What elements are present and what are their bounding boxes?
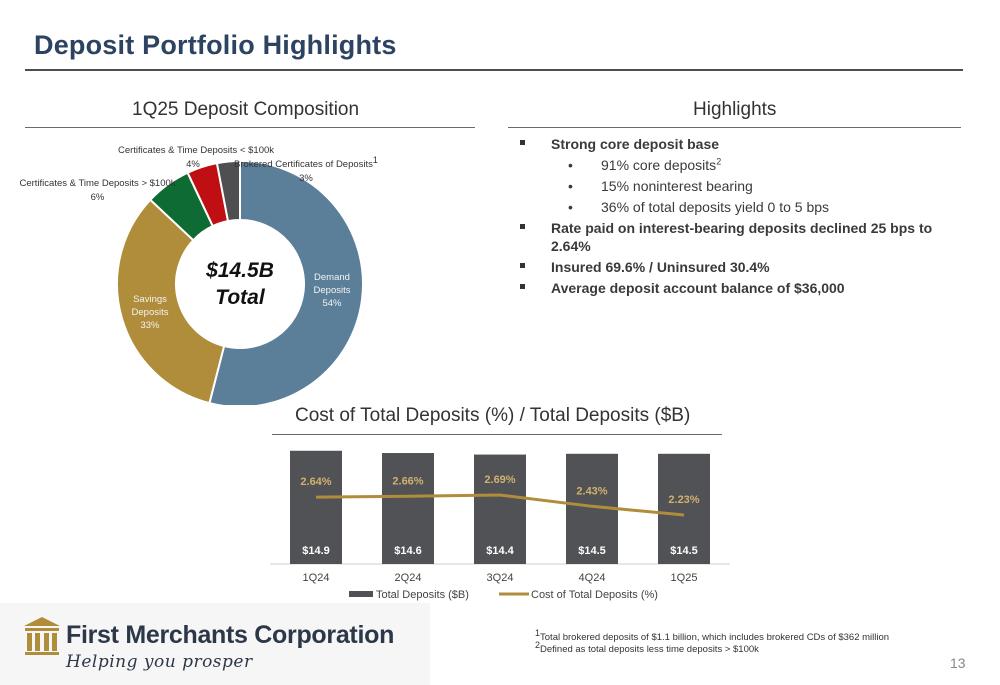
slice-label-brokered-cds: Brokered Certificates of Deposits1 3% [226,154,386,186]
slice-name: Savings [133,294,167,305]
bar-value-label: $14.4 [486,545,514,557]
x-axis-tick-label: 3Q24 [487,572,514,584]
slice-label-demand-deposits: Demand Deposits 54% [302,272,362,310]
composition-divider [25,127,475,128]
deposit-bar [474,454,526,564]
donut-slice [208,159,364,405]
square-bullet-icon [520,263,525,268]
company-tagline: Helping you prosper [66,652,253,672]
highlights-heading: Highlights [693,99,777,120]
slice-name: Brokered Certificates of Deposits [234,159,373,170]
slice-name: Demand [314,272,350,283]
footnote-1: 1Total brokered deposits of $1.1 billion… [535,627,890,643]
bullet-icon: • [568,157,573,173]
deposit-bar [658,453,710,564]
center-value: $14.5B [206,259,274,282]
donut-slice [215,159,242,223]
highlight-item: Rate paid on interest-bearing deposits d… [516,219,956,255]
highlight-item: Average deposit account balance of $36,0… [516,279,956,297]
footnote-ref: 1 [372,154,378,165]
deposit-bar [382,453,434,564]
slice-pct: 4% [186,158,200,170]
bullet-icon: • [568,178,573,194]
slice-name: Certificates & Time Deposits > $100k [19,178,176,189]
square-bullet-icon [520,140,525,145]
highlight-subitem: • 91% core deposits2 [568,156,722,173]
x-axis-tick-label: 1Q24 [303,572,330,584]
page-title: Deposit Portfolio Highlights [34,30,397,60]
slice-pct: 6% [90,191,105,203]
square-bullet-icon [520,284,525,289]
line-value-label: 2.66% [392,475,423,487]
bar-value-label: $14.5 [670,545,698,557]
highlights-divider [508,127,961,128]
x-axis-tick-label: 2Q24 [395,572,422,584]
title-divider [25,69,963,71]
highlight-subitem: • 15% noninterest bearing [568,178,753,194]
square-bullet-icon [520,224,525,229]
footnote-2: 2Defined as total deposits less time dep… [535,640,759,656]
line-value-label: 2.43% [576,485,607,497]
cost-line [315,493,685,517]
line-value-label: 2.69% [484,474,515,486]
legend-label: Total Deposits ($B) [376,589,469,601]
legend-swatch-bar [349,591,373,597]
slice-pct: 33% [140,319,160,331]
donut-slice [116,198,226,405]
highlight-subitem: • 36% of total deposits yield 0 to 5 bps [568,199,830,215]
slice-pct: 54% [322,297,342,309]
deposits-combo-chart: $14.9 1Q24 $14.6 2Q24 $14.4 3Q24 $14.5 4Q24 $14.… [270,450,730,601]
slice-name: Deposits [313,284,351,296]
donut-center-total: $14.5B Total [190,258,290,312]
bar-value-label: $14.9 [302,545,330,557]
x-axis-tick-label: 1Q25 [671,572,698,584]
composition-heading: 1Q25 Deposit Composition [132,99,360,120]
page-number: 13 [950,655,966,671]
highlights-list: Strong core deposit base • 91% core depo… [516,135,956,300]
chart-title: Cost of Total Deposits (%) / Total Depos… [295,405,691,426]
company-name: First Merchants Corporation [66,621,395,649]
slice-label-savings-deposits: Savings Deposits 33% [120,294,180,332]
slice-label-cds-over-100k: Certificates & Time Deposits > $100k 6% [10,177,185,205]
line-value-label: 2.23% [668,494,699,506]
logo-area [0,603,430,685]
x-axis-tick-label: 4Q24 [579,572,606,584]
donut-chart [116,159,364,405]
bar-value-label: $14.5 [578,545,606,557]
line-value-label: 2.64% [300,476,331,488]
highlight-item: Strong core deposit base [516,135,956,153]
bullet-icon: • [568,199,573,215]
center-label: Total [215,285,265,309]
slice-name: Certificates & Time Deposits < $100k [117,145,275,156]
footnotes: 1Total brokered deposits of $1.1 billion… [535,627,890,657]
deposit-bar [290,450,342,564]
slice-label-cds-under-100k: Certificates & Time Deposits < $100k 4% [106,144,286,172]
slice-name: Deposits [131,306,169,318]
highlight-item: Insured 69.6% / Uninsured 30.4% [516,258,956,276]
slice-pct: 3% [299,172,313,184]
legend-label: Cost of Total Deposits (%) [531,589,658,601]
chart-divider [272,434,722,435]
bar-value-label: $14.6 [394,545,422,557]
building-logo-icon [24,617,60,655]
footnote-ref: 2 [716,156,722,167]
